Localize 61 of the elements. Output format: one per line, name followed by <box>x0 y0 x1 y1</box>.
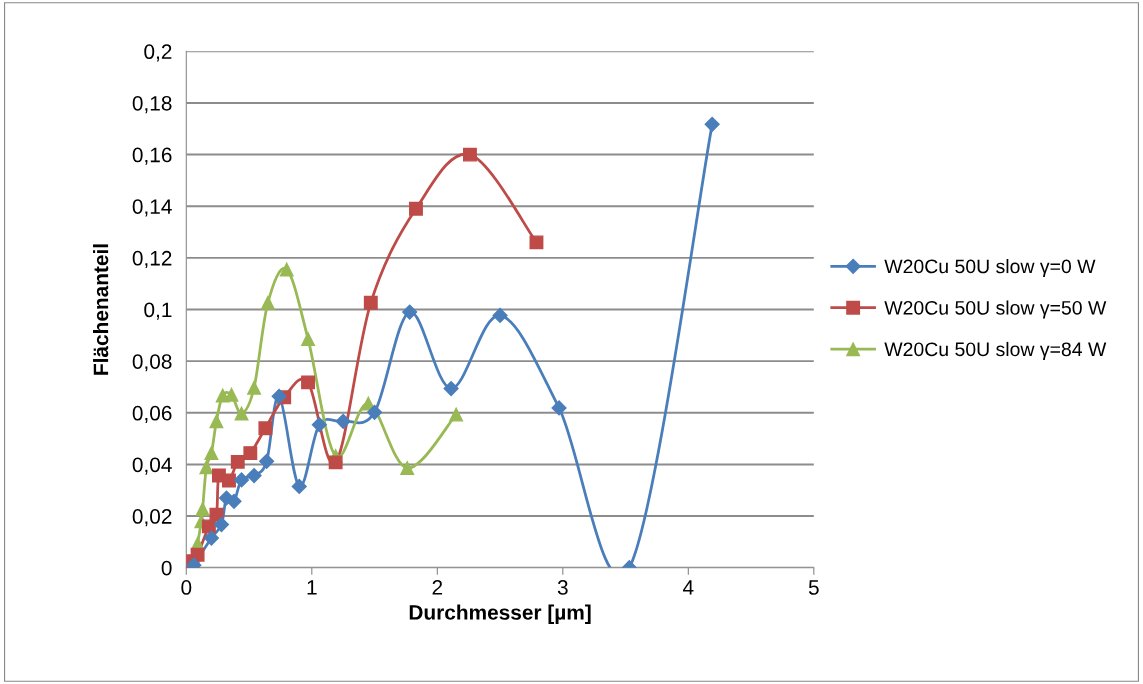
y-tick-label: 0,16 <box>132 147 172 165</box>
point <box>704 116 720 132</box>
point <box>213 517 230 533</box>
point <box>246 467 262 484</box>
point <box>203 530 219 546</box>
point <box>279 262 294 277</box>
y-tick-label: 0,06 <box>132 405 172 424</box>
point <box>328 455 343 470</box>
y-tick-label: 0,04 <box>132 457 172 475</box>
point <box>260 295 275 310</box>
point <box>204 446 219 461</box>
point <box>243 446 258 461</box>
point <box>199 460 214 475</box>
point <box>195 502 210 517</box>
legend-label: W20Cu 50U slow γ=50 W <box>884 300 1107 319</box>
x-tick-label: 3 <box>557 580 568 595</box>
y-tick-label: 0,08 <box>132 354 172 372</box>
point <box>551 400 567 416</box>
point <box>230 454 245 469</box>
point <box>222 473 236 488</box>
point <box>311 417 327 433</box>
point <box>209 414 224 429</box>
y-tick-label: 0,12 <box>132 250 172 269</box>
x-axis-title: Durchmesser [µm] <box>409 604 591 624</box>
point <box>271 388 287 404</box>
point <box>209 507 224 522</box>
point <box>234 406 249 421</box>
y-tick-label: 0,2 <box>144 44 172 62</box>
y-tick-label: 0,18 <box>132 95 172 114</box>
point <box>301 332 315 346</box>
point <box>233 472 250 488</box>
point <box>400 461 415 475</box>
x-tick-label: 0 <box>181 580 192 595</box>
x-tick-label: 1 <box>307 580 317 595</box>
x-tick-label: 4 <box>683 580 694 595</box>
legend-label: W20Cu 50U slow γ=0 W <box>884 258 1096 278</box>
x-tick-label: 5 <box>808 580 819 595</box>
legend-label: W20Cu 50U slow γ=84 W <box>884 341 1107 361</box>
y-axis-title: Flächenanteil <box>93 244 109 375</box>
point <box>247 380 262 395</box>
point <box>449 407 464 422</box>
x-tick-label: 2 <box>432 580 443 595</box>
point <box>529 235 544 250</box>
point <box>259 453 275 469</box>
point <box>409 201 423 216</box>
point <box>190 547 205 562</box>
point <box>492 307 508 324</box>
point <box>402 304 418 320</box>
point <box>291 478 307 494</box>
y-tick-label: 0 <box>161 560 172 576</box>
y-tick-label: 0,02 <box>132 509 172 527</box>
y-tick-label: 0,14 <box>132 199 172 217</box>
y-tick-label: 0,1 <box>144 302 172 320</box>
point <box>258 421 273 436</box>
point <box>363 295 378 310</box>
point <box>301 375 315 390</box>
point <box>462 147 477 162</box>
point <box>443 380 459 397</box>
point <box>335 413 351 429</box>
point <box>366 404 383 420</box>
point <box>226 493 242 509</box>
